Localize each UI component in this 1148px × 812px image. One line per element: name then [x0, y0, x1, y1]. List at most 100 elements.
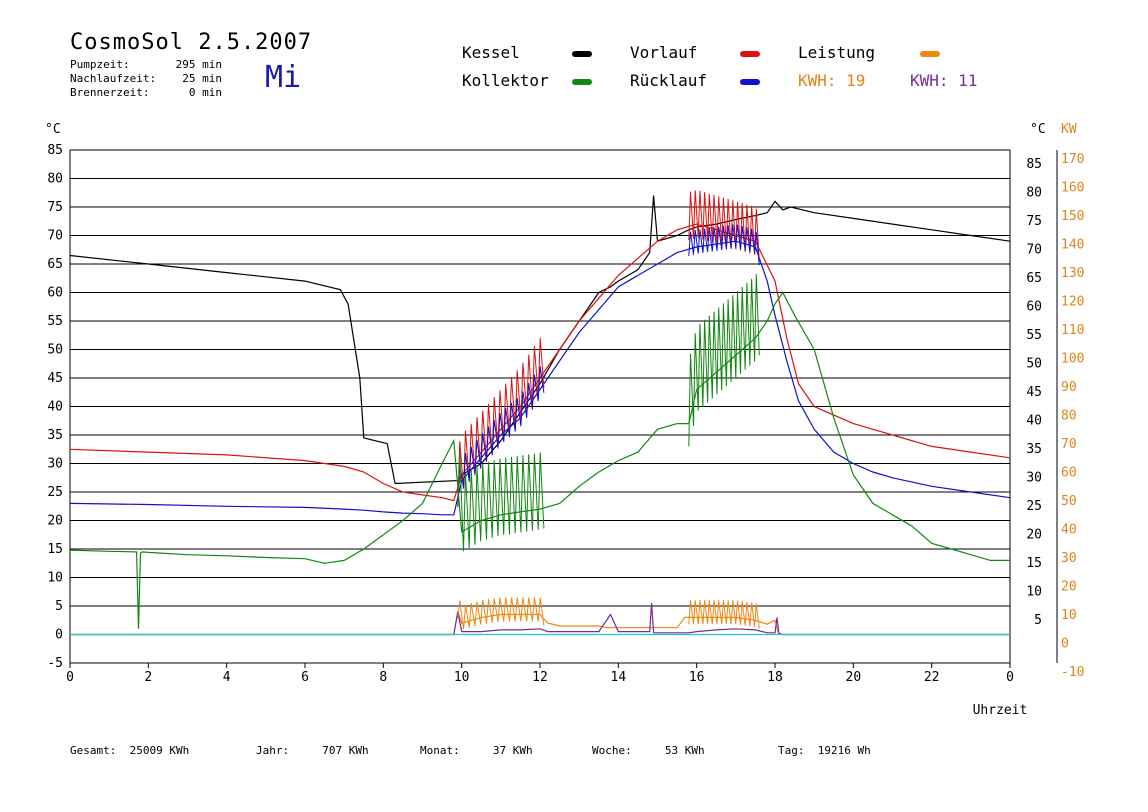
info-value: 25 min — [182, 72, 222, 85]
x-tick-label: 10 — [454, 670, 470, 685]
y-tick-label-right: 50 — [1026, 357, 1042, 372]
x-tick-label: 2 — [144, 670, 152, 685]
legend-kollektor-swatch — [572, 79, 592, 85]
y-tick-label-left: 65 — [47, 257, 63, 272]
series-line-leistung — [70, 611, 1010, 636]
legend-kwh-1: KWH: 19 — [798, 71, 865, 90]
y-tick-label-right: 55 — [1026, 328, 1042, 343]
footer-value: 707 KWh — [322, 744, 369, 757]
y-tick-label-kw: 150 — [1061, 209, 1084, 224]
y-tick-label-left: 5 — [55, 599, 63, 614]
series-line-vorlauf — [69, 223, 1011, 502]
footer-label: Gesamt: — [70, 744, 117, 757]
y-tick-label-kw: 110 — [1061, 323, 1084, 338]
footer-label: Monat: — [420, 744, 460, 757]
x-tick-label: 16 — [689, 670, 705, 685]
y-tick-label-kw: 100 — [1061, 352, 1084, 367]
x-tick-label: 8 — [379, 670, 387, 685]
y-axis-right-unit: °C — [1030, 122, 1046, 137]
y-tick-label-left: 15 — [47, 542, 63, 557]
y-tick-label-left: 85 — [47, 143, 63, 158]
footer-monat: Monat: 37 KWh — [420, 744, 533, 757]
oscillation-kollektor — [688, 274, 760, 447]
y-tick-label-right: 20 — [1026, 528, 1042, 543]
y-tick-label-left: 75 — [47, 200, 63, 215]
x-tick-label: 0 — [1006, 670, 1014, 685]
y-tick-label-left: 60 — [47, 286, 63, 301]
kwh-2-label: KWH: — [910, 71, 949, 90]
y-tick-label-left: 50 — [47, 343, 63, 358]
info-label: Brennerzeit: — [70, 86, 150, 99]
series-line-kollektor — [69, 291, 1010, 629]
oscillation-kollektor — [457, 452, 545, 552]
y-tick-label-right: 25 — [1026, 499, 1042, 514]
y-tick-label-right: 5 — [1034, 613, 1042, 628]
info-nachlaufzeit: Nachlaufzeit: 25 min — [70, 72, 222, 85]
legend-kwh-2: KWH: 11 — [910, 71, 977, 90]
legend-vorlauf-label: Vorlauf — [630, 43, 698, 62]
footer-gesamt: Gesamt: 25009 KWh — [70, 744, 189, 757]
y-tick-label-left: 0 — [55, 628, 63, 643]
y-tick-label-left: 70 — [47, 229, 63, 244]
x-axis-label: Uhrzeit — [973, 703, 1028, 718]
footer-value: 53 KWh — [664, 744, 705, 757]
y-tick-label-right: 40 — [1026, 414, 1042, 429]
y-tick-label-left: 35 — [47, 428, 63, 443]
x-tick-label: 20 — [846, 670, 862, 685]
y-tick-label-left: 45 — [47, 371, 63, 386]
footer-value: 25009 KWh — [129, 744, 190, 757]
oscillation-rücklauf — [688, 224, 760, 266]
x-tick-label: 0 — [66, 670, 74, 685]
legend-kessel-label: Kessel — [462, 43, 520, 62]
legend-ruecklauf-swatch — [740, 79, 760, 85]
y-tick-label-kw: 30 — [1061, 551, 1077, 566]
footer-jahr: Jahr: 707 KWh — [256, 744, 369, 757]
x-tick-label: 12 — [532, 670, 548, 685]
y-tick-label-left: 80 — [47, 172, 63, 187]
y-tick-label-right: 30 — [1026, 471, 1042, 486]
y-tick-label-kw: 60 — [1061, 466, 1077, 481]
y-axis-left-unit: °C — [45, 122, 61, 137]
info-value: 0 min — [188, 86, 222, 99]
kwh-1-value: 19 — [846, 71, 866, 90]
x-tick-label: 22 — [924, 670, 940, 685]
info-value: 295 min — [175, 58, 222, 71]
y-tick-label-right: 15 — [1026, 556, 1042, 571]
y-tick-label-right: 85 — [1026, 157, 1042, 172]
legend-vorlauf-swatch — [740, 51, 760, 57]
info-brennerzeit: Brennerzeit: 0 min — [70, 86, 222, 99]
y-tick-label-right: 35 — [1026, 442, 1042, 457]
oscillation-vorlauf — [457, 337, 545, 504]
y-tick-label-kw: 130 — [1061, 266, 1084, 281]
oscillation-rücklauf — [457, 366, 545, 507]
footer-value: 37 KWh — [492, 744, 533, 757]
legend-kessel-swatch — [572, 51, 592, 57]
y-tick-label-right: 60 — [1026, 300, 1042, 315]
y-tick-label-right: 45 — [1026, 385, 1042, 400]
oscillation-leistung — [688, 600, 760, 629]
y-tick-label-left: 10 — [47, 571, 63, 586]
series-line-rücklauf — [69, 240, 1011, 516]
y-tick-label-kw: 40 — [1061, 523, 1077, 538]
legend-leistung-swatch — [920, 51, 940, 57]
footer-label: Woche: — [592, 744, 632, 757]
x-tick-label: 6 — [301, 670, 309, 685]
y-tick-label-kw: 90 — [1061, 380, 1077, 395]
footer-label: Tag: — [778, 744, 805, 757]
y-tick-label-kw: 140 — [1061, 238, 1084, 253]
footer-woche: Woche: 53 KWh — [592, 744, 705, 757]
oscillation-leistung — [457, 597, 545, 630]
y-tick-label-left: 30 — [47, 457, 63, 472]
y-tick-label-kw: 0 — [1061, 637, 1069, 652]
y-tick-label-right: 75 — [1026, 214, 1042, 229]
series-line-kessel — [69, 195, 1011, 485]
info-label: Pumpzeit: — [70, 58, 130, 71]
y-tick-label-kw: 80 — [1061, 409, 1077, 424]
y-tick-label-left: -5 — [47, 656, 63, 671]
y-tick-label-kw: 70 — [1061, 437, 1077, 452]
y-tick-label-kw: 20 — [1061, 580, 1077, 595]
footer-tag: Tag: 19216 Wh — [778, 744, 871, 757]
y-tick-label-kw: 160 — [1061, 181, 1084, 196]
oscillation-vorlauf — [688, 190, 760, 263]
